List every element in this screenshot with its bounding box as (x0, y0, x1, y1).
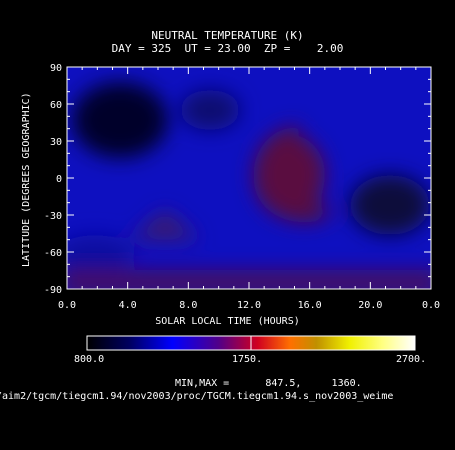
temperature-field (67, 67, 431, 289)
x-tick-label: 20.0 (358, 300, 382, 311)
chart-title: NEUTRAL TEMPERATURE (K) (151, 29, 304, 42)
x-tick-label: 0.0 (422, 300, 440, 311)
colorbar-mid-label: 1750. (232, 354, 263, 365)
y-tick-label: -30 (44, 211, 62, 222)
x-tick-label: 16.0 (298, 300, 322, 311)
max-value: 1360. (331, 378, 362, 389)
x-tick-label: 12.0 (237, 300, 261, 311)
min-max-readout: MIN,MAX = 847.5, 1360. (175, 378, 362, 390)
x-tick-label: 0.0 (58, 300, 76, 311)
chart-subtitle: DAY = 325 UT = 23.00 ZP = 2.00 (111, 42, 344, 55)
x-tick-label: 4.0 (119, 300, 137, 311)
min-max-label: MIN,MAX = (175, 378, 230, 389)
axis-ticks (66, 66, 432, 290)
y-tick-label: -60 (44, 248, 62, 259)
y-tick-label: 90 (50, 63, 62, 74)
x-tick-label: 8.0 (179, 300, 197, 311)
y-tick-label: 60 (50, 100, 62, 111)
tick-labels: 0.0 4.0 8.0 12.0 16.0 20.0 0.0 90 60 30 0 -30 -60 -90 (44, 63, 440, 311)
y-tick-label: 0 (56, 174, 62, 185)
x-axis-label: SOLAR LOCAL TIME (HOURS) (155, 316, 300, 327)
file-path: /aim2/tgcm/tiegcm1.94/nov2003/proc/TGCM.… (0, 391, 394, 402)
y-tick-label: 30 (50, 137, 62, 148)
min-value: 847.5, (265, 378, 302, 389)
y-tick-label: -90 (44, 285, 62, 296)
colorbar-min-label: 800.0 (74, 354, 105, 365)
colorbar-max-label: 2700. (396, 354, 427, 365)
